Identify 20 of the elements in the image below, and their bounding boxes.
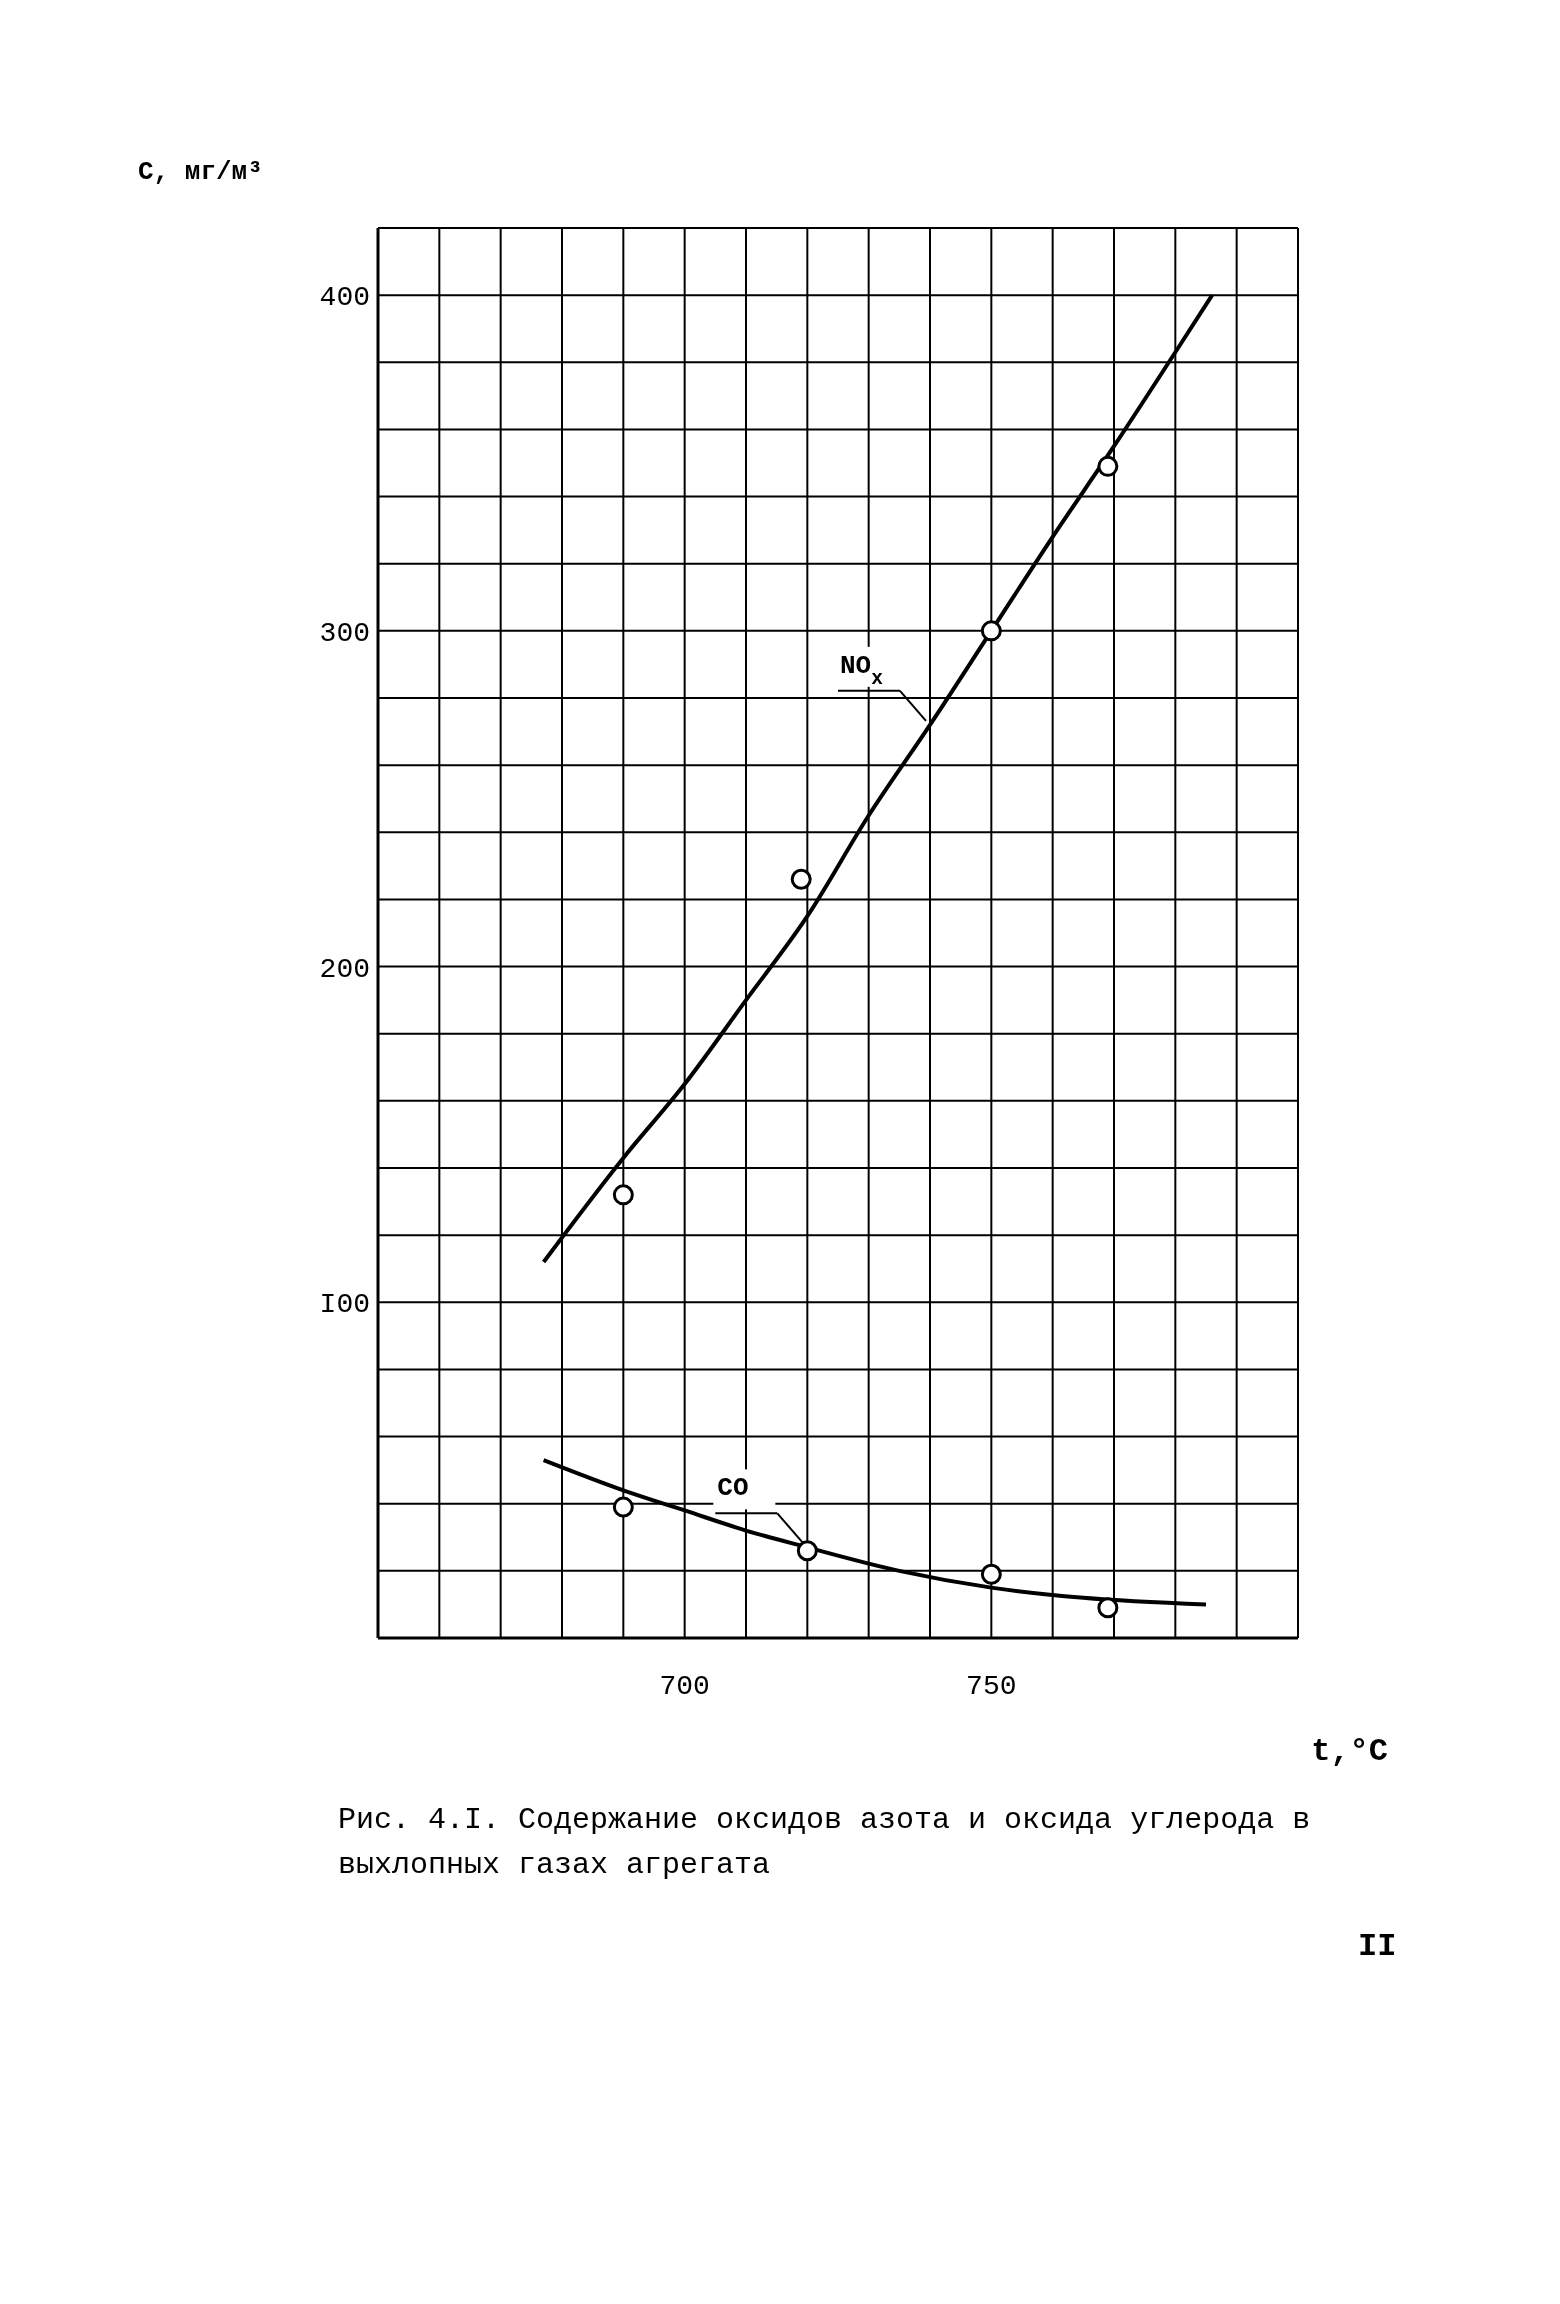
point — [612, 1496, 634, 1518]
point — [796, 1540, 818, 1562]
y-tick-label: I00 — [319, 1289, 370, 1321]
y-axis-title: С, мг/м³ — [138, 157, 263, 187]
point — [980, 1563, 1002, 1585]
x-axis-title: t,°C — [1311, 1733, 1388, 1770]
text: Рис. 4.I. Содержание оксидов азота и оксида углерода в выхлопных газах агрегата — [338, 1803, 1311, 1882]
series-label: CO — [717, 1473, 749, 1504]
point — [1097, 455, 1119, 477]
point — [1097, 1597, 1119, 1619]
x-tick-label: 700 — [659, 1670, 710, 1702]
text: NO$_{x}$ — [840, 650, 884, 690]
point — [612, 1184, 634, 1206]
y-tick-label: 300 — [319, 617, 370, 649]
point — [790, 868, 812, 890]
y-tick-label: 200 — [319, 953, 370, 985]
x-tick-label: 750 — [966, 1670, 1017, 1702]
y-tick-label: 400 — [319, 282, 370, 314]
point — [980, 620, 1002, 642]
text: II — [1358, 1928, 1397, 1965]
